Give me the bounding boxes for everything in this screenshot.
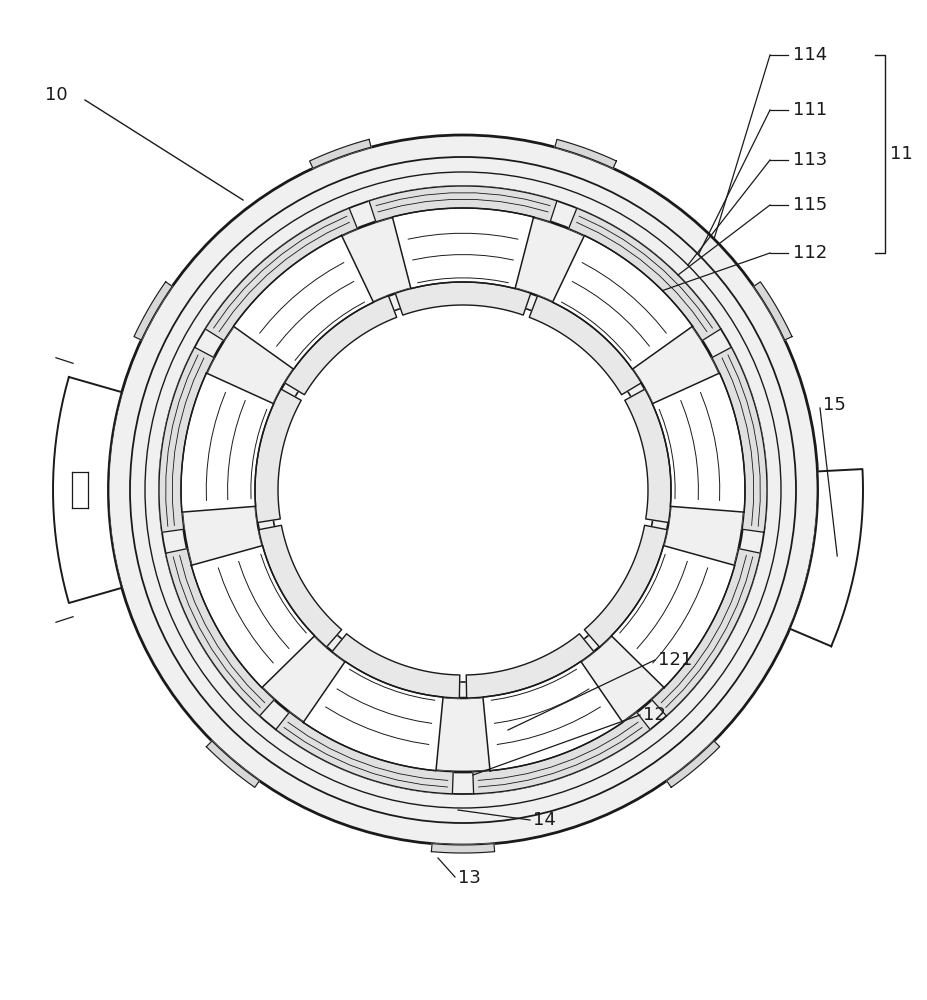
Polygon shape [653, 373, 745, 512]
Polygon shape [611, 546, 735, 688]
Polygon shape [806, 521, 825, 584]
Polygon shape [712, 347, 767, 532]
Polygon shape [555, 139, 616, 168]
Text: 12: 12 [643, 706, 666, 724]
Polygon shape [652, 549, 760, 716]
Polygon shape [473, 712, 650, 794]
Polygon shape [159, 347, 214, 532]
Polygon shape [466, 634, 594, 698]
Polygon shape [584, 525, 667, 647]
Polygon shape [332, 634, 460, 698]
Polygon shape [483, 661, 623, 771]
Text: 14: 14 [533, 811, 556, 829]
Polygon shape [754, 282, 792, 340]
Polygon shape [790, 469, 863, 646]
Polygon shape [369, 186, 557, 222]
Polygon shape [276, 712, 453, 794]
Polygon shape [101, 521, 121, 584]
Polygon shape [303, 661, 443, 771]
Text: 15: 15 [823, 396, 845, 414]
Polygon shape [181, 373, 273, 512]
Text: 111: 111 [793, 101, 827, 119]
Polygon shape [134, 282, 172, 340]
Polygon shape [53, 377, 121, 603]
Text: 112: 112 [793, 244, 827, 262]
Polygon shape [285, 296, 397, 395]
Polygon shape [166, 549, 274, 716]
Polygon shape [234, 235, 374, 369]
Polygon shape [395, 282, 531, 315]
Text: 114: 114 [793, 46, 827, 64]
Polygon shape [625, 389, 671, 523]
Circle shape [271, 298, 655, 682]
Polygon shape [310, 139, 371, 168]
Polygon shape [255, 389, 301, 523]
Polygon shape [552, 235, 692, 369]
Polygon shape [259, 525, 342, 647]
Polygon shape [392, 208, 534, 289]
Polygon shape [207, 741, 260, 787]
Polygon shape [431, 844, 495, 853]
Circle shape [108, 135, 818, 845]
Polygon shape [667, 741, 719, 787]
Text: 115: 115 [793, 196, 827, 214]
Text: 121: 121 [658, 651, 692, 669]
Polygon shape [205, 208, 358, 341]
Text: 13: 13 [458, 869, 481, 887]
Text: 11: 11 [890, 145, 913, 163]
Polygon shape [191, 546, 314, 688]
Text: 113: 113 [793, 151, 827, 169]
Polygon shape [568, 208, 721, 341]
Text: 10: 10 [45, 86, 68, 104]
Polygon shape [529, 296, 641, 395]
